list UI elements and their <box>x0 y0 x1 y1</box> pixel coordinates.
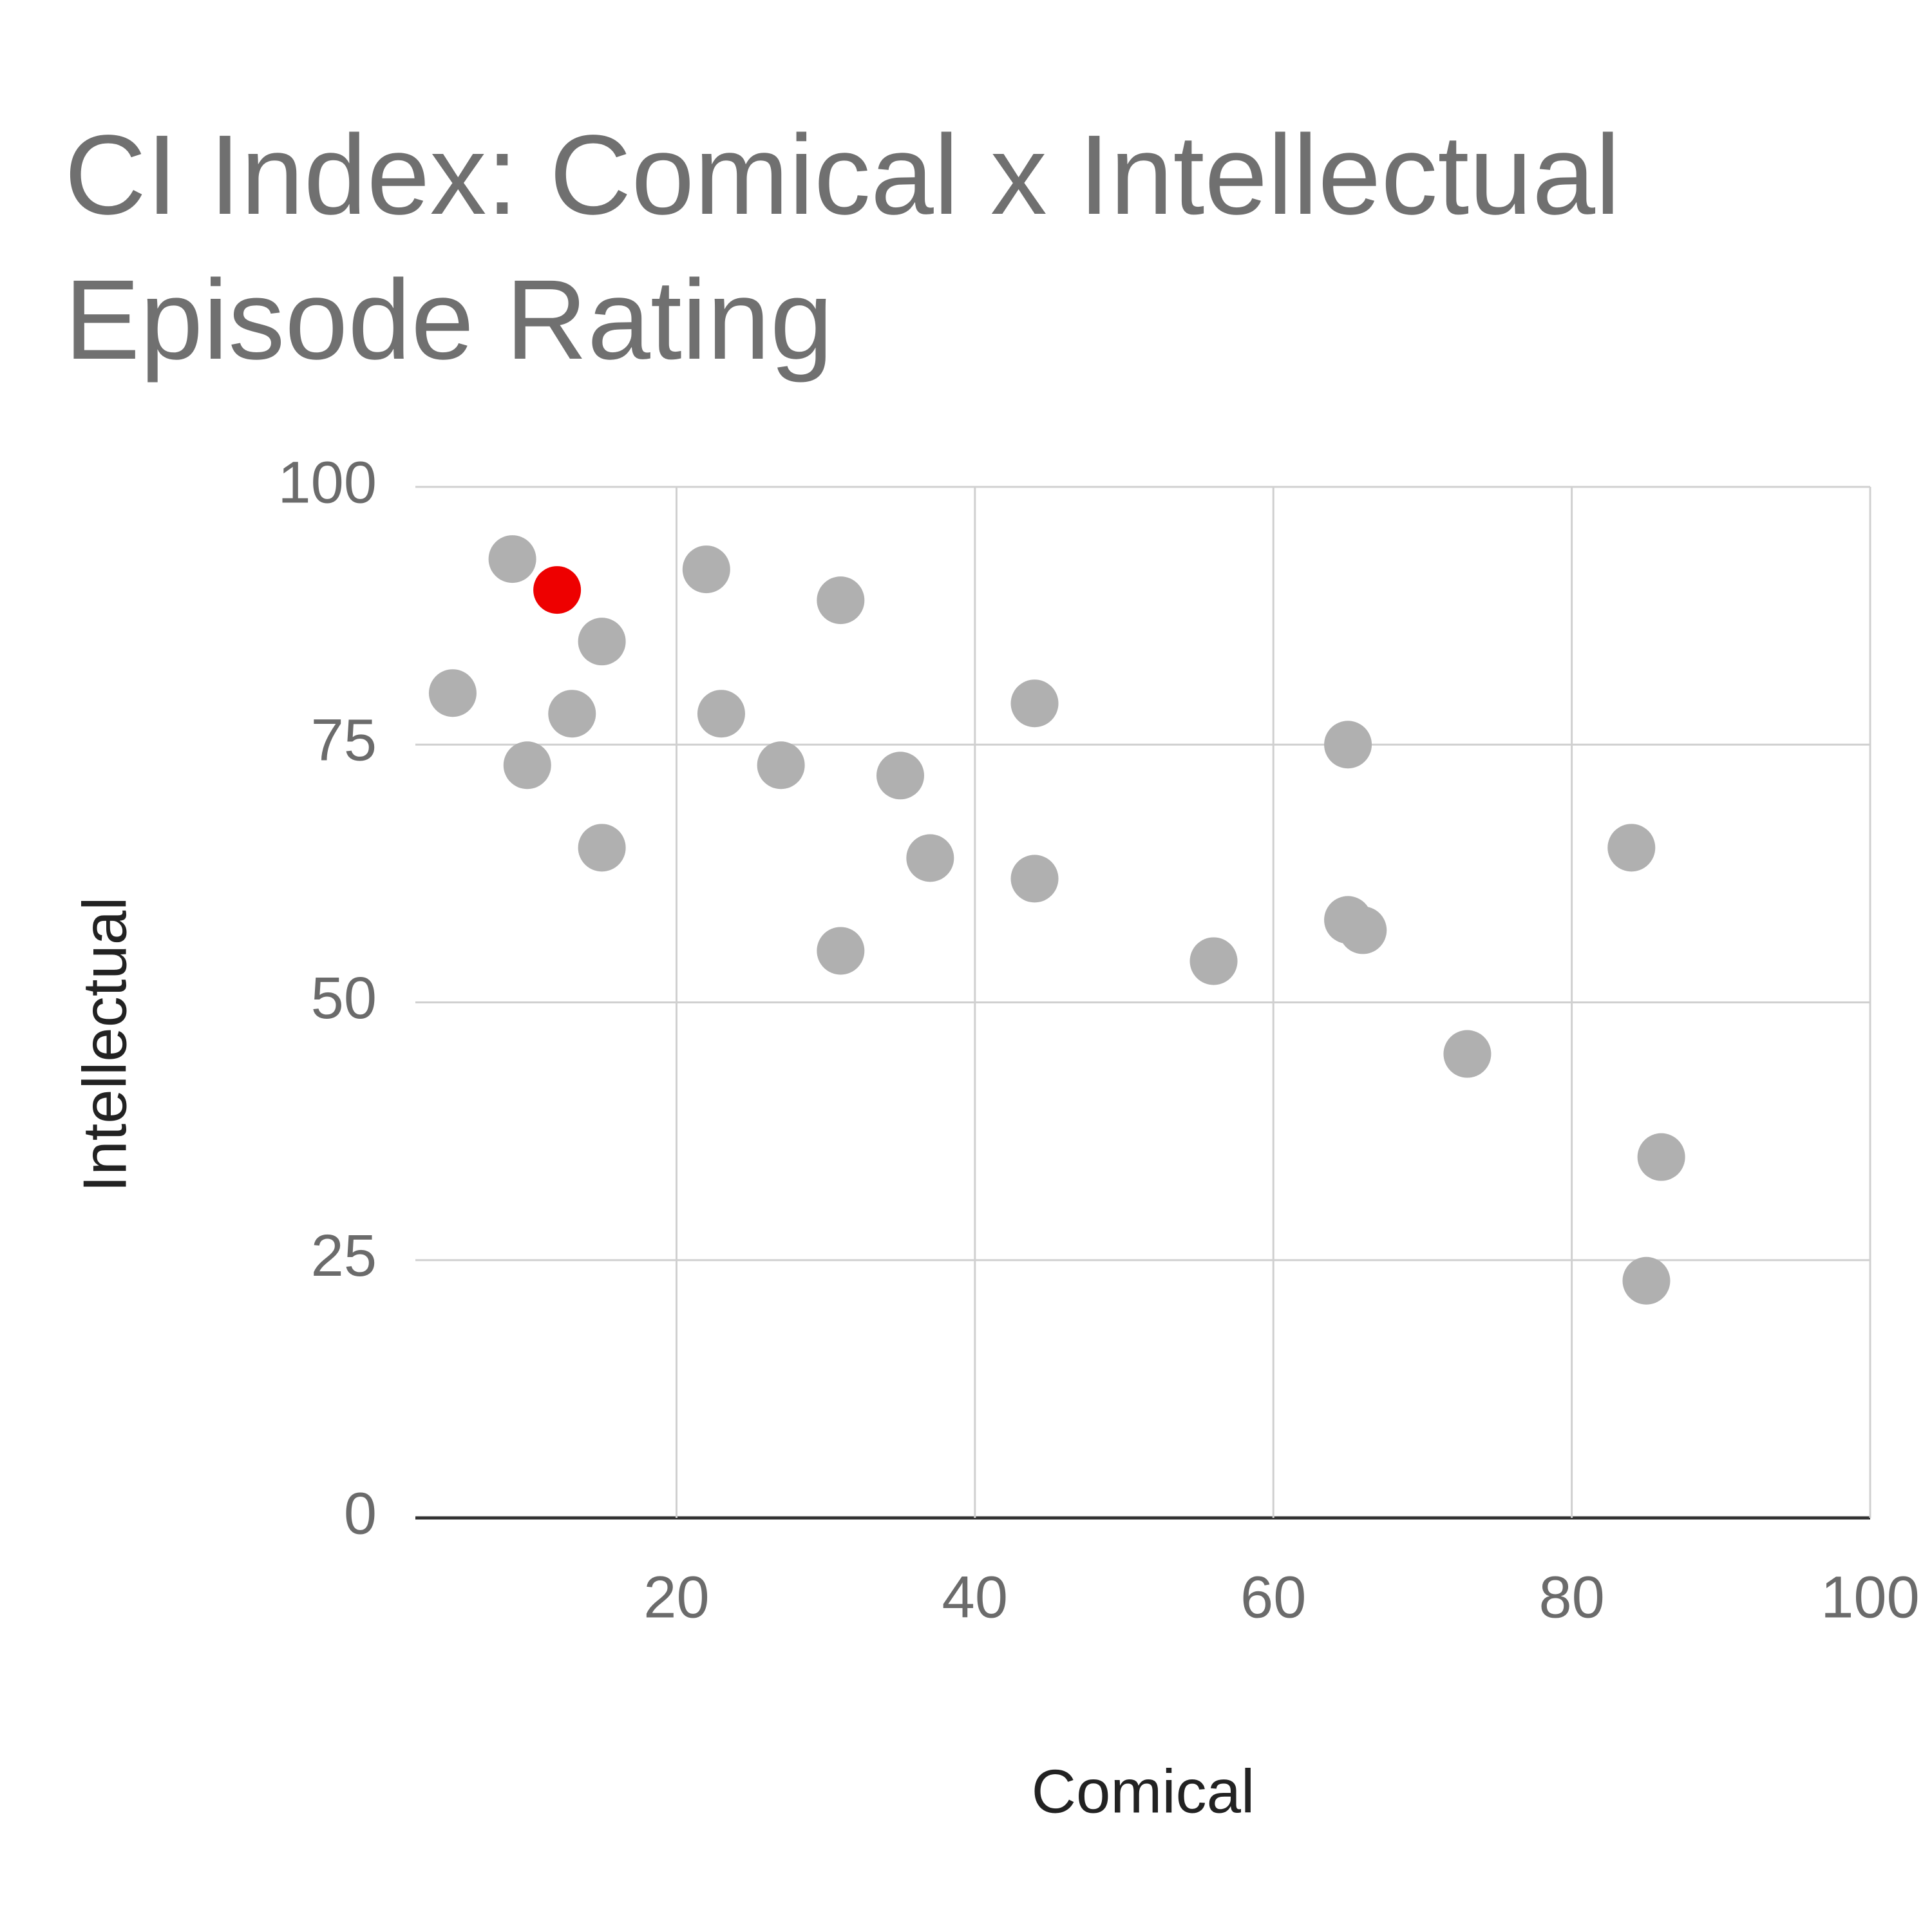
x-axis-title: Comical <box>1032 1757 1255 1826</box>
y-tick-label: 0 <box>344 1481 377 1546</box>
point <box>697 690 745 738</box>
point <box>428 669 477 717</box>
point <box>488 535 536 583</box>
point <box>503 741 551 790</box>
y-tick-label: 75 <box>311 708 377 773</box>
point <box>1637 1133 1685 1181</box>
y-tick-label: 25 <box>311 1223 377 1289</box>
point <box>876 752 924 800</box>
x-tick-label: 60 <box>1240 1564 1306 1630</box>
point <box>682 545 730 594</box>
point <box>1622 1256 1671 1305</box>
point <box>1010 679 1059 728</box>
point <box>906 834 954 882</box>
chart-title: CI Index: Comical x Intellectual Episode… <box>64 112 1621 383</box>
x-tick-label: 40 <box>942 1564 1008 1630</box>
point <box>1010 855 1059 903</box>
point <box>1189 937 1238 985</box>
point <box>533 566 582 614</box>
point <box>817 576 865 625</box>
y-tick-label: 100 <box>278 450 377 515</box>
y-axis-title: Intellectual <box>70 897 139 1193</box>
point <box>817 927 865 975</box>
x-tick-label: 100 <box>1821 1564 1920 1630</box>
point <box>578 824 626 872</box>
point <box>757 741 805 790</box>
point <box>578 618 626 666</box>
y-tick-label: 50 <box>311 965 377 1031</box>
point <box>1324 721 1372 769</box>
point <box>1339 906 1387 954</box>
x-tick-label: 20 <box>643 1564 709 1630</box>
x-tick-label: 80 <box>1539 1564 1604 1630</box>
point <box>548 690 596 738</box>
point <box>1607 824 1656 872</box>
point <box>1443 1030 1492 1078</box>
